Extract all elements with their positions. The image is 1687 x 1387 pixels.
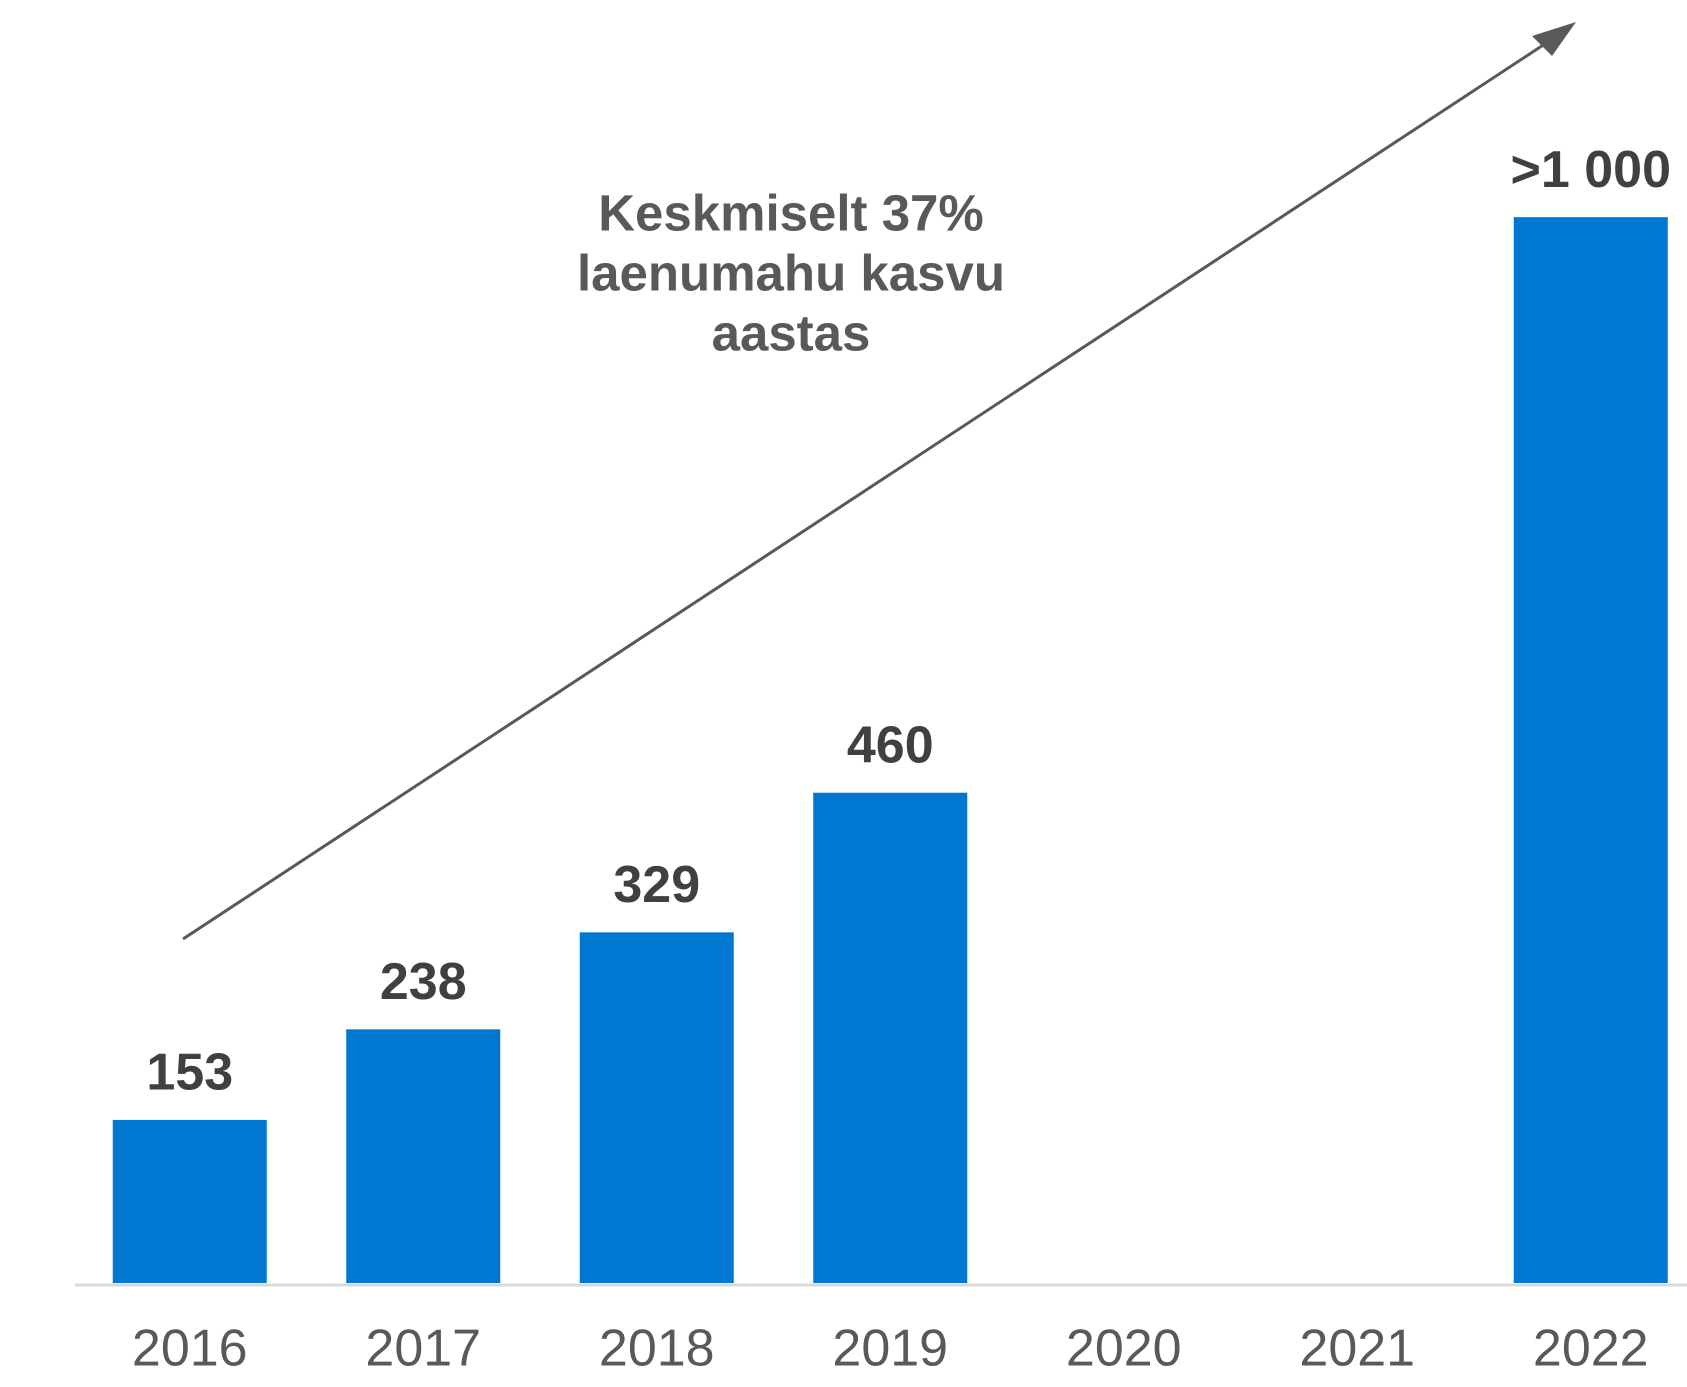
- trend-arrow: [182, 31, 1564, 941]
- x-tick-label: 2021: [1299, 1320, 1415, 1378]
- x-tick-label: 2016: [132, 1320, 248, 1378]
- bar: [346, 1029, 501, 1283]
- value-label: 460: [847, 716, 934, 774]
- value-label: >1 000: [1511, 141, 1672, 199]
- annotation: aastas: [712, 304, 871, 361]
- x-tick-label: 2017: [365, 1320, 481, 1378]
- bar: [112, 1119, 267, 1283]
- annotation: laenumahu kasvu: [577, 244, 1005, 301]
- arrow-head: [1532, 22, 1576, 56]
- x-tick-label: 2019: [832, 1320, 948, 1378]
- value-label: 238: [380, 953, 467, 1011]
- x-tick-label: 2018: [599, 1320, 715, 1378]
- bar: [813, 792, 968, 1283]
- x-tick-label: 2022: [1533, 1320, 1649, 1378]
- annotation: Keskmiselt 37%: [598, 184, 984, 241]
- value-label: 153: [146, 1044, 233, 1102]
- value-label: 329: [613, 856, 700, 914]
- bar: [1513, 217, 1668, 1284]
- bar: [579, 932, 734, 1283]
- x-tick-label: 2020: [1066, 1320, 1182, 1378]
